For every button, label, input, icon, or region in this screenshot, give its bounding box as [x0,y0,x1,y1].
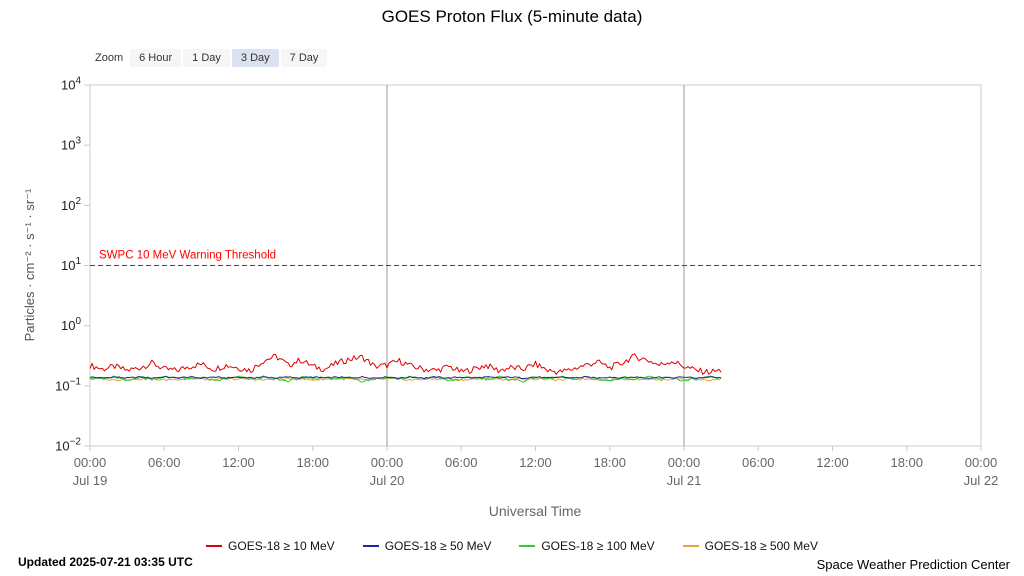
legend-item-goes-18-100-mev[interactable]: GOES-18 ≥ 100 MeV [519,539,655,553]
x-tick-label: 00:00 [965,455,998,470]
legend-label: GOES-18 ≥ 10 MeV [228,539,335,553]
legend-label: GOES-18 ≥ 100 MeV [541,539,655,553]
series-line-goes-18-50-mev [89,375,722,380]
y-tick-label: 10−1 [55,376,81,393]
x-tick-label: 12:00 [816,455,849,470]
legend-label: GOES-18 ≥ 500 MeV [704,539,818,553]
y-tick-label: 101 [61,256,81,273]
zoom-button-6-hour[interactable]: 6 Hour [130,49,182,67]
x-tick-label: 06:00 [742,455,775,470]
y-tick-label: 10−2 [55,437,81,454]
x-axis-title: Universal Time [489,503,582,519]
x-tick-label: 06:00 [148,455,181,470]
x-tick-label: 00:00 [74,455,107,470]
zoom-button-7-day[interactable]: 7 Day [280,49,328,67]
legend: GOES-18 ≥ 10 MeV GOES-18 ≥ 50 MeV GOES-18 … [0,539,1024,553]
y-tick-label: 100 [61,316,81,333]
x-tick-label: 00:00 [371,455,404,470]
warning-threshold-label: SWPC 10 MeV Warning Threshold [99,250,276,262]
legend-item-goes-18-500-mev[interactable]: GOES-18 ≥ 500 MeV [682,539,818,553]
plot-area[interactable] [89,84,982,447]
legend-swatch [206,545,223,547]
x-tick-label: 06:00 [445,455,478,470]
updated-timestamp: Updated 2025-07-21 03:35 UTC [18,555,193,569]
x-day-label: Jul 19 [73,473,108,488]
series-line-goes-18-500-mev [89,377,722,382]
legend-label: GOES-18 ≥ 50 MeV [384,539,492,553]
x-day-label: Jul 21 [667,473,702,488]
x-tick-label: 12:00 [519,455,552,470]
zoom-button-1-day[interactable]: 1 Day [183,49,230,67]
legend-item-goes-18-10-mev[interactable]: GOES-18 ≥ 10 MeV [206,539,335,553]
series-line-goes-18-100-mev [89,375,722,383]
series-line-goes-18-10-mev [89,353,722,375]
y-tick-label: 102 [61,196,81,213]
y-tick-label: 103 [61,136,81,153]
x-tick-label: 00:00 [668,455,701,470]
zoom-label: Zoom [95,52,124,64]
legend-swatch [519,545,536,547]
y-tick-label: 104 [61,76,81,93]
x-tick-label: 18:00 [890,455,923,470]
source-credit: Space Weather Prediction Center [816,557,1010,572]
chart-title: GOES Proton Flux (5-minute data) [381,7,643,26]
x-day-label: Jul 20 [370,473,405,488]
zoom-button-3-day[interactable]: 3 Day [231,49,279,67]
legend-swatch [362,545,379,547]
x-tick-label: 18:00 [296,455,329,470]
legend-swatch [682,545,699,547]
x-tick-label: 18:00 [593,455,626,470]
x-day-label: Jul 22 [964,473,999,488]
x-tick-label: 12:00 [222,455,255,470]
zoom-controls: Zoom 6 Hour 1 Day 3 Day 7 Day [95,49,328,67]
legend-item-goes-18-50-mev[interactable]: GOES-18 ≥ 50 MeV [362,539,492,553]
